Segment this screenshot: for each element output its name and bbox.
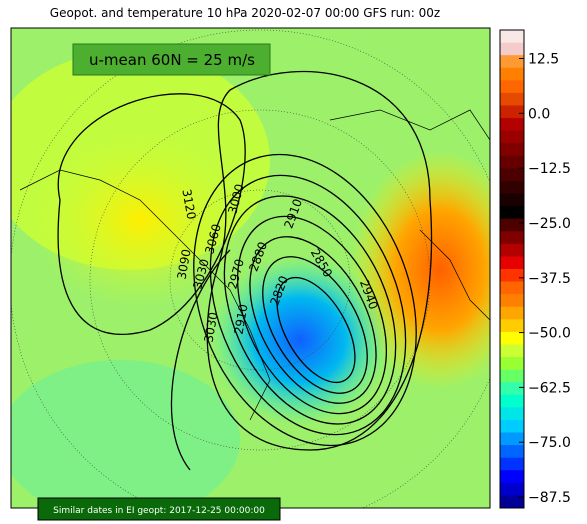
colorbar-tick-label: 12.5	[528, 52, 559, 68]
footer: Similar dates in EI geopt: 2017-12-25 00…	[53, 506, 265, 516]
colorbar-swatch	[500, 105, 524, 119]
colorbar-swatch	[500, 382, 524, 396]
coastlines	[19, 109, 490, 421]
contour-label: 3030	[202, 311, 221, 344]
footer-box	[37, 497, 281, 521]
colorbar-tick-label: −87.5	[528, 490, 571, 506]
map	[11, 28, 490, 508]
colorbar-swatch	[500, 80, 524, 94]
colorbar-tick-label: −37.5	[528, 271, 571, 287]
colorbar-swatch	[500, 130, 524, 144]
colorbar-swatch	[500, 243, 524, 257]
colorbar-swatch	[500, 218, 524, 232]
colorbar-swatch	[500, 168, 524, 182]
colorbar-swatch	[500, 143, 524, 157]
colorbar: 12.5 0.0 −12.5 −25.0 −37.5 −50.0 −62.5 −75.0 −87…	[499, 29, 571, 509]
colorbar-frame	[499, 29, 525, 509]
colorbar-swatch	[500, 30, 524, 44]
colorbar-swatch	[500, 206, 524, 220]
colorbar-swatch	[500, 118, 524, 132]
colorbar-swatch	[500, 42, 524, 56]
colorbar-swatch	[500, 394, 524, 408]
contour-label: 3120	[179, 188, 198, 221]
colorbar-swatch	[500, 470, 524, 484]
colorbar-swatch	[500, 432, 524, 446]
field	[11, 360, 240, 508]
colorbar-swatch	[500, 92, 524, 106]
colorbar-swatch	[500, 231, 524, 245]
contours	[57, 70, 433, 471]
colorbar-swatch	[500, 306, 524, 320]
colorbar-swatch	[500, 482, 524, 496]
colorbar-tick-label: −12.5	[528, 161, 571, 177]
colorbar-swatch	[500, 256, 524, 270]
colorbar-swatch	[500, 445, 524, 459]
colorbar-swatch	[500, 55, 524, 69]
colorbar-swatch	[500, 457, 524, 471]
colorbar-swatch	[500, 193, 524, 207]
field	[30, 130, 250, 310]
colorbar-swatch	[500, 419, 524, 434]
contour-label: 3090	[175, 248, 194, 281]
colorbar-swatch	[500, 407, 524, 421]
colorbar-swatch	[500, 495, 524, 509]
colorbar-tick-label: −25.0	[528, 216, 571, 232]
colorbar-swatch	[500, 331, 524, 345]
colorbar-swatch	[500, 319, 524, 333]
colorbar-swatch	[500, 294, 524, 308]
colorbar-swatch	[500, 357, 524, 371]
colorbar-tick-label: 0.0	[528, 106, 550, 122]
colorbar-swatch	[500, 155, 524, 169]
colorbar-swatch	[500, 67, 524, 81]
colorbar-swatch	[500, 269, 524, 283]
colorbar-swatch	[500, 180, 524, 195]
annotation: u-mean 60N = 25 m/s	[89, 51, 255, 69]
contour-label: 2910	[232, 303, 251, 336]
colorbar-tick-label: −75.0	[528, 435, 571, 451]
annotation-box	[72, 43, 271, 76]
colorbar-tick-label: −62.5	[528, 380, 571, 396]
field	[210, 255, 390, 425]
title: Geopot. and temperature 10 hPa 2020-02-0…	[50, 6, 440, 20]
colorbar-swatch	[500, 344, 524, 358]
colorbar-swatch	[500, 281, 524, 295]
colorbar-swatch	[500, 369, 524, 383]
colorbar-tick-label: −50.0	[528, 326, 571, 342]
